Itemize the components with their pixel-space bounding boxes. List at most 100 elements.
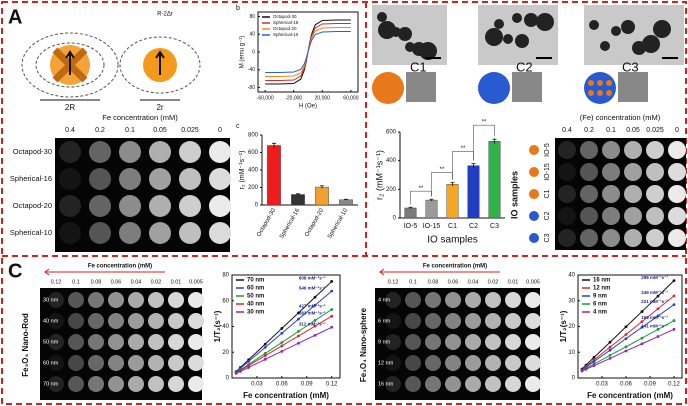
x-tick-label: 0.06 <box>276 382 288 388</box>
data-point <box>280 344 284 348</box>
mri-spot <box>580 141 598 159</box>
column-label: 0.1 <box>409 279 417 285</box>
data-point <box>297 334 300 338</box>
data-point <box>280 349 284 353</box>
mri-spot <box>385 376 401 392</box>
data-point <box>640 336 644 340</box>
mri-spot <box>188 376 204 392</box>
row-label: 60 nm <box>43 360 59 366</box>
mri-spot <box>602 229 620 247</box>
rate-label: 169 mM⁻¹s⁻¹ <box>641 315 668 320</box>
x-axis-label: H (Oe) <box>299 104 317 110</box>
mri-spot <box>149 195 171 217</box>
data-point <box>624 337 628 341</box>
column-label: 0.04 <box>468 279 479 285</box>
mri-spot <box>558 185 576 203</box>
rate-label: 427 mM⁻¹s⁻¹ <box>299 304 326 309</box>
y-tick-label: 0 <box>226 376 230 382</box>
model-dot <box>597 90 603 96</box>
column-label: 0.05 <box>153 127 167 134</box>
column-label: 0.08 <box>428 279 439 285</box>
data-point <box>656 307 660 311</box>
y-tick-label: 80 <box>222 273 229 279</box>
grid-header: (Fe) concentration (mM) <box>580 113 661 122</box>
mri-spot <box>108 376 124 392</box>
y-tick-label: 0 <box>393 216 397 222</box>
bar <box>467 165 480 219</box>
mri-spot <box>485 355 501 371</box>
mri-spot <box>445 313 461 329</box>
y-axis-label: 1/T₂(s⁻¹) <box>213 310 222 342</box>
mri-spot <box>188 313 204 329</box>
row-label: 30 nm <box>43 297 59 303</box>
nanoparticle <box>515 34 529 48</box>
legend-label: Spherical-16 <box>273 20 299 25</box>
subpanel-label: b <box>236 5 240 12</box>
x-axis-label: Fe concentration (mM) <box>587 391 673 400</box>
rate-label: 141 mM⁻¹s⁻¹ <box>641 324 668 329</box>
rate-label: 383 mM⁻¹s⁻¹ <box>299 310 326 315</box>
data-point <box>608 353 612 357</box>
legend-label: 40 nm <box>247 302 264 308</box>
mri-spot <box>179 141 201 163</box>
mri-spot <box>108 292 124 308</box>
data-point <box>672 279 676 283</box>
mri-spot <box>646 163 664 181</box>
mri-spot <box>602 185 620 203</box>
row-label: Octapod-30 <box>13 147 52 156</box>
mri-spot <box>425 355 441 371</box>
legend-label: Octapod-20 <box>273 26 297 31</box>
legend-label: 16 nm <box>593 278 610 284</box>
scale-bar <box>425 57 441 59</box>
dimension-label: 2R <box>65 103 75 112</box>
mri-spot <box>188 334 204 350</box>
column-label: 0.025 <box>646 127 664 134</box>
mri-spot <box>425 313 441 329</box>
row-label: 40 nm <box>43 318 59 324</box>
mri-spot <box>188 355 204 371</box>
mri-spot <box>558 207 576 225</box>
x-tick-label: 60,000 <box>343 95 359 101</box>
mri-spot <box>646 141 664 159</box>
bar <box>291 194 305 206</box>
mri-spot <box>209 195 231 217</box>
mri-spot <box>580 207 598 225</box>
column-label: 0.02 <box>151 279 162 285</box>
mri-spot <box>168 334 184 350</box>
mri-spot <box>108 355 124 371</box>
mri-spot <box>48 313 64 329</box>
y-tick-label: 40 <box>222 324 229 330</box>
mri-spot <box>465 376 481 392</box>
row-label: IO-5 <box>544 143 551 157</box>
tem-image <box>584 5 684 65</box>
data-point <box>297 317 300 321</box>
grid-header: Fe concentration (mM) <box>88 264 152 270</box>
data-point <box>313 295 317 299</box>
data-point <box>263 354 267 358</box>
y-tick-label: 400 <box>386 158 397 164</box>
sample-icon <box>529 145 539 155</box>
data-point <box>330 308 334 311</box>
row-label: C3 <box>544 233 551 242</box>
column-label: 0.12 <box>51 279 62 285</box>
side-title: Fe₃O₄ Nano-Rod <box>21 313 30 377</box>
model-dot <box>588 80 594 86</box>
data-point <box>313 303 317 307</box>
data-point <box>608 345 612 349</box>
mri-spot <box>445 292 461 308</box>
mri-spot <box>505 376 521 392</box>
mri-spot <box>385 334 401 350</box>
data-point <box>592 356 596 359</box>
column-label: 0 <box>218 127 222 134</box>
data-point <box>608 357 612 360</box>
bar <box>339 199 353 206</box>
mri-spot <box>148 334 164 350</box>
mri-spot <box>119 195 141 217</box>
row-label: Octapod-20 <box>13 201 52 210</box>
y-tick-label: 20 <box>568 324 575 330</box>
mri-spot <box>148 355 164 371</box>
mri-spot <box>485 334 501 350</box>
y-tick-label: -80 <box>248 85 255 91</box>
mri-spot <box>405 376 421 392</box>
